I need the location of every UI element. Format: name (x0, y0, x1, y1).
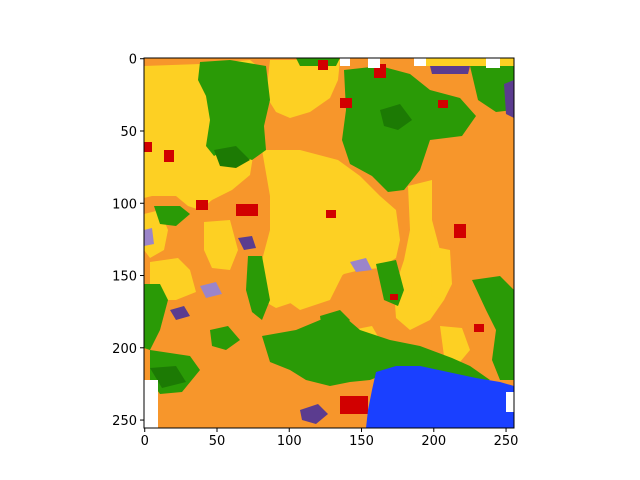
yellow-field-bottomright (440, 326, 470, 362)
darkgreen-patch-2 (380, 104, 412, 130)
green-patch-mid (320, 310, 350, 332)
red-patch-9 (318, 60, 328, 70)
purple-patch-mid3 (200, 282, 222, 298)
y-tick-label: 150 (112, 270, 137, 285)
green-patch-right (472, 276, 514, 380)
x-tick-label: 0 (141, 434, 149, 449)
green-patch-topright (342, 66, 476, 192)
yellow-field-top-strip (426, 58, 514, 66)
red-patch-11 (326, 210, 336, 218)
water-body (366, 366, 514, 428)
red-patch-7 (164, 150, 174, 162)
lavender-patch-1 (350, 258, 372, 272)
yellow-field-farright (430, 246, 452, 300)
x-tick-label: 200 (421, 434, 446, 449)
red-patch-5 (454, 224, 466, 238)
red-patch-10 (438, 100, 448, 108)
land-cover-raster (144, 58, 514, 428)
plot-frame (143, 57, 515, 429)
yellow-field-bottomcenter (286, 262, 346, 310)
y-axis: 0 50 100 150 200 250 (112, 53, 144, 429)
darkgreen-patch-1 (214, 146, 250, 168)
x-axis: 0 50 100 150 200 250 (141, 428, 519, 449)
red-patch-1 (340, 98, 352, 108)
nodata-bottomleft (144, 380, 158, 428)
red-patch-3 (236, 204, 258, 216)
nodata-top-3 (414, 58, 426, 66)
red-patch-12 (474, 324, 484, 332)
nodata-top-2 (368, 58, 380, 68)
x-tick-label: 50 (209, 434, 226, 449)
purple-strip-right (504, 80, 514, 118)
nodata-top-4 (486, 58, 500, 68)
y-tick-label: 50 (120, 125, 137, 140)
red-patch-13 (390, 294, 398, 300)
green-patch-topright2 (470, 66, 514, 112)
purple-patch-mid1 (238, 236, 256, 250)
x-tick-label: 150 (349, 434, 374, 449)
green-patch-centerleft (246, 256, 270, 320)
red-patch-8 (340, 396, 368, 414)
nodata-right (506, 392, 514, 412)
purple-patch-mid2 (170, 306, 190, 320)
yellow-field-topright (266, 60, 340, 118)
green-patch-topleft (198, 60, 270, 160)
purple-patch-bottom (300, 404, 328, 424)
nodata-top-1 (340, 58, 350, 66)
darkgreen-patch-3 (150, 366, 186, 388)
x-tick-label: 250 (494, 434, 519, 449)
red-patch-4 (196, 200, 208, 210)
x-tick-label: 100 (277, 434, 302, 449)
purple-strip-top (430, 66, 470, 74)
y-tick-label: 0 (129, 53, 137, 68)
red-patch-6 (144, 142, 152, 152)
y-tick-label: 100 (112, 197, 137, 212)
lavender-patch-2 (144, 228, 154, 246)
y-tick-label: 250 (112, 414, 137, 429)
green-patch-leftmid (154, 206, 190, 226)
green-patch-left (144, 284, 168, 350)
y-tick-label: 200 (112, 342, 137, 357)
yellow-field-lowcenter (204, 220, 238, 270)
green-patch-lowleft (210, 326, 240, 350)
